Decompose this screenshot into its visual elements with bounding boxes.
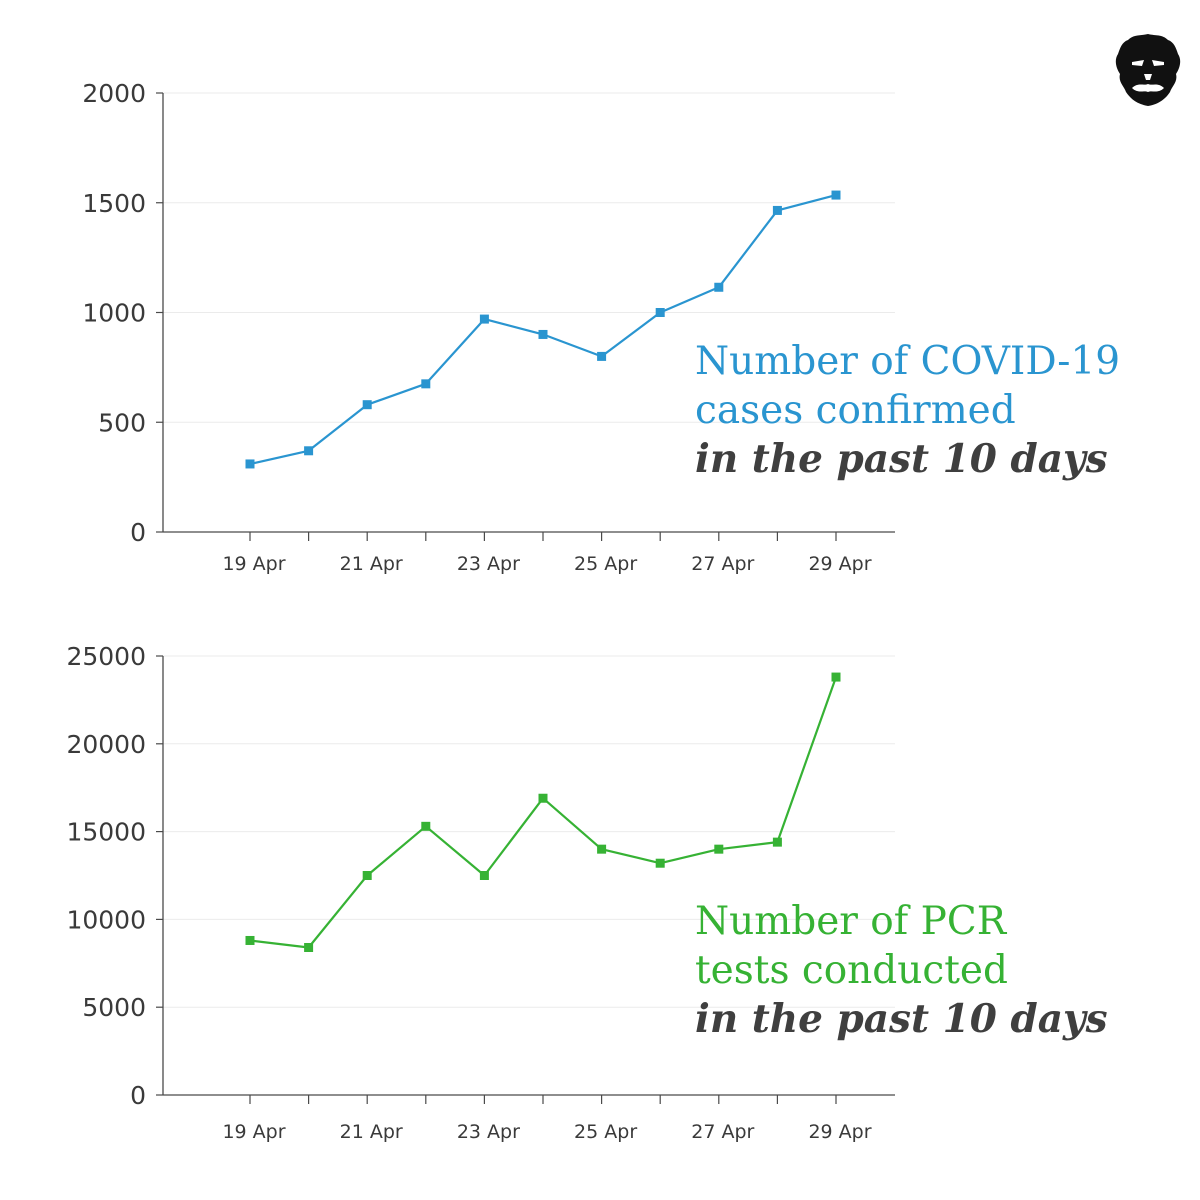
data-point	[245, 459, 255, 469]
x-tick-label: 23 Apr	[457, 1121, 520, 1143]
x-tick-label: 19 Apr	[222, 1121, 285, 1143]
y-tick-label: 20000	[66, 730, 146, 759]
y-tick-label: 25000	[66, 642, 146, 671]
x-tick-label: 29 Apr	[808, 553, 871, 575]
data-point	[772, 837, 782, 847]
y-tick-label: 1500	[82, 189, 146, 218]
x-tick-label: 21 Apr	[340, 553, 403, 575]
y-tick-label: 15000	[66, 818, 146, 847]
data-point	[479, 314, 489, 324]
y-tick-label: 0	[130, 1081, 146, 1110]
x-tick-label: 29 Apr	[808, 1121, 871, 1143]
x-tick-label: 27 Apr	[691, 553, 754, 575]
chart-title-line: Number of COVID-19	[695, 339, 1120, 384]
y-tick-label: 5000	[82, 993, 146, 1022]
data-point	[421, 821, 431, 831]
data-point	[831, 190, 841, 200]
data-point	[421, 379, 431, 389]
data-point	[714, 282, 724, 292]
y-tick-label: 2000	[82, 79, 146, 108]
data-point	[479, 871, 489, 880]
data-point	[362, 400, 372, 410]
data-point	[304, 942, 314, 952]
data-point	[362, 871, 372, 880]
x-tick-label: 19 Apr	[222, 553, 285, 575]
chart-title-line: cases confirmed	[695, 388, 1016, 433]
lion-mustache	[1132, 84, 1164, 92]
y-tick-label: 500	[98, 408, 146, 437]
lion-eye-right	[1152, 60, 1164, 66]
data-point	[304, 446, 314, 456]
x-tick-label: 25 Apr	[574, 553, 637, 575]
y-tick-label: 1000	[82, 299, 146, 328]
data-point	[772, 205, 782, 215]
chart-1: 0 500 1000 1500 2000 19 Apr 21 Apr 23 Apr 25 Apr…	[82, 79, 1120, 575]
x-tick-label: 27 Apr	[691, 1121, 754, 1143]
y-tick-label: 10000	[66, 905, 146, 934]
x-tick-label: 23 Apr	[457, 553, 520, 575]
data-point	[831, 672, 841, 682]
data-point	[597, 844, 607, 854]
data-point	[245, 935, 255, 945]
data-point	[655, 858, 665, 868]
logo	[1115, 34, 1181, 106]
lion-eye-left	[1132, 60, 1144, 66]
data-point	[714, 844, 724, 854]
data-point	[655, 308, 665, 317]
chart-title-line: tests conducted	[695, 948, 1008, 993]
lion-nose	[1144, 74, 1152, 80]
x-tick-label: 25 Apr	[574, 1121, 637, 1143]
x-tick-label: 21 Apr	[340, 1121, 403, 1143]
chart-title-italic: in the past 10 days	[695, 436, 1108, 482]
data-point	[538, 329, 548, 339]
data-point	[538, 793, 548, 803]
chart-title-line: Number of PCR	[695, 899, 1008, 944]
lion-face-icon	[1115, 34, 1181, 106]
y-tick-label: 0	[130, 518, 146, 547]
chart-title-italic: in the past 10 days	[695, 996, 1108, 1042]
data-point	[597, 351, 607, 361]
chart-2: 0 5000 10000 15000 20000 25000 19 Apr 21 Apr 23 …	[66, 642, 1107, 1143]
